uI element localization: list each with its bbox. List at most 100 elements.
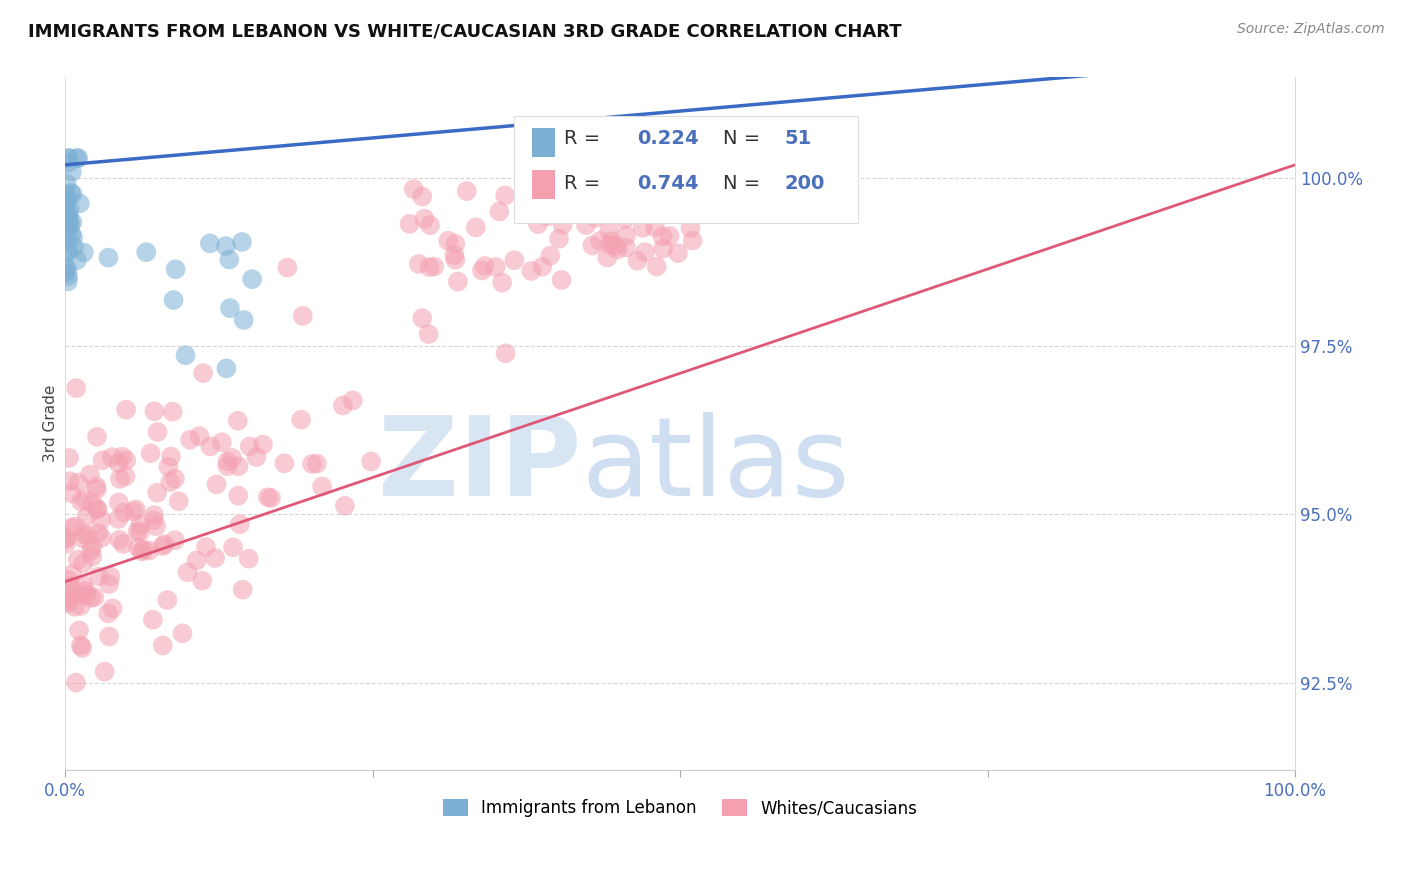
Point — [60, 567, 83, 582]
Point — [333, 499, 356, 513]
Point — [58, 151, 80, 165]
Point — [160, 450, 183, 464]
Point — [69, 639, 91, 653]
Point — [217, 459, 239, 474]
Text: R =: R = — [564, 128, 607, 148]
Point — [162, 405, 184, 419]
Point — [165, 262, 187, 277]
Point — [55, 260, 77, 275]
Point — [581, 238, 603, 252]
Point — [188, 429, 211, 443]
Point — [69, 196, 91, 211]
Point — [222, 541, 245, 555]
Point — [444, 252, 467, 267]
Point — [76, 509, 98, 524]
Point — [55, 195, 77, 210]
Point — [655, 205, 678, 219]
Point — [232, 313, 254, 327]
Point — [58, 590, 80, 604]
Point — [139, 446, 162, 460]
Point — [605, 194, 627, 209]
Point — [142, 613, 165, 627]
FancyBboxPatch shape — [533, 169, 554, 199]
Point — [613, 212, 636, 227]
Point — [474, 259, 496, 273]
Point — [408, 257, 430, 271]
Point — [606, 243, 628, 257]
Point — [159, 475, 181, 489]
Point — [143, 404, 166, 418]
Point — [419, 218, 441, 232]
Point — [59, 186, 82, 200]
Point — [60, 520, 83, 534]
Point — [418, 327, 440, 342]
Point — [63, 599, 86, 614]
Point — [122, 504, 145, 518]
Point — [129, 524, 152, 539]
Point — [73, 245, 96, 260]
Point — [107, 512, 129, 526]
Point — [56, 218, 79, 232]
Point — [73, 492, 96, 507]
Point — [108, 495, 131, 509]
Point — [471, 263, 494, 277]
Point — [204, 551, 226, 566]
Point — [69, 599, 91, 613]
Point — [58, 208, 80, 222]
Point — [58, 573, 80, 587]
Text: 200: 200 — [785, 174, 825, 193]
Point — [232, 582, 254, 597]
Point — [107, 456, 129, 470]
Point — [311, 479, 333, 493]
Point — [56, 262, 79, 277]
Point — [229, 517, 252, 532]
Point — [215, 239, 238, 253]
Point — [645, 260, 668, 274]
Point — [98, 577, 121, 591]
Point — [67, 588, 90, 602]
Point — [398, 217, 420, 231]
Point — [114, 469, 136, 483]
Point — [599, 238, 621, 252]
Point — [527, 217, 550, 231]
Point — [536, 210, 558, 224]
Point — [79, 467, 101, 482]
Point — [276, 260, 298, 275]
Point — [87, 569, 110, 583]
Point — [503, 253, 526, 268]
Point — [145, 519, 167, 533]
Point — [55, 216, 77, 230]
Point — [605, 238, 627, 252]
Point — [231, 235, 253, 249]
Point — [162, 293, 184, 307]
Point — [290, 413, 312, 427]
Point — [418, 260, 440, 274]
Point — [59, 217, 82, 231]
Point — [86, 430, 108, 444]
Point — [228, 459, 250, 474]
Point — [138, 543, 160, 558]
Point — [589, 234, 612, 248]
Point — [163, 533, 186, 548]
Point — [56, 596, 79, 610]
Point — [626, 253, 648, 268]
Point — [198, 236, 221, 251]
Point — [58, 151, 80, 165]
Point — [194, 540, 217, 554]
Point — [60, 227, 83, 242]
Point — [91, 453, 114, 467]
Point — [58, 155, 80, 169]
Point — [637, 186, 659, 200]
Point — [111, 537, 134, 551]
Point — [520, 264, 543, 278]
Point — [437, 234, 460, 248]
Point — [111, 450, 134, 464]
Point — [55, 531, 77, 545]
Point — [60, 165, 83, 179]
Point — [658, 228, 681, 243]
Point — [80, 543, 103, 558]
Text: atlas: atlas — [582, 412, 851, 519]
Point — [219, 301, 242, 315]
Point — [125, 502, 148, 516]
Point — [98, 630, 121, 644]
